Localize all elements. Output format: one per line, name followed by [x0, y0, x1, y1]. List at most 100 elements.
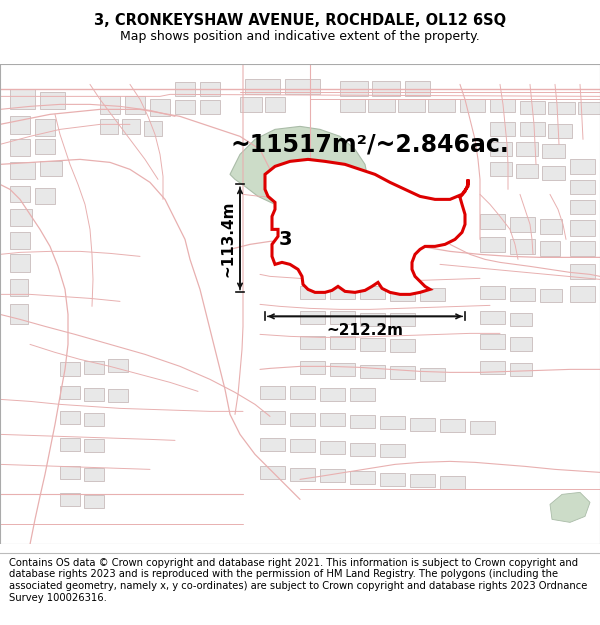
Polygon shape [480, 311, 505, 324]
Polygon shape [60, 466, 80, 479]
Polygon shape [550, 492, 590, 522]
Polygon shape [570, 286, 595, 302]
Polygon shape [60, 362, 80, 376]
Text: ~113.4m: ~113.4m [221, 200, 235, 277]
Polygon shape [10, 162, 35, 179]
Polygon shape [548, 124, 572, 138]
Polygon shape [510, 363, 532, 376]
Polygon shape [490, 162, 512, 176]
Polygon shape [260, 386, 285, 399]
Polygon shape [380, 444, 405, 458]
Polygon shape [510, 217, 535, 232]
Polygon shape [390, 313, 415, 326]
Polygon shape [540, 241, 560, 256]
Polygon shape [84, 388, 104, 401]
Polygon shape [490, 142, 512, 156]
Polygon shape [10, 209, 32, 226]
Polygon shape [460, 99, 485, 112]
Text: 3, CRONKEYSHAW AVENUE, ROCHDALE, OL12 6SQ: 3, CRONKEYSHAW AVENUE, ROCHDALE, OL12 6S… [94, 12, 506, 28]
Polygon shape [108, 389, 128, 402]
Polygon shape [35, 119, 55, 136]
Polygon shape [10, 254, 30, 272]
Polygon shape [428, 99, 455, 112]
Polygon shape [260, 411, 285, 424]
Polygon shape [360, 338, 385, 351]
Polygon shape [100, 119, 118, 134]
Polygon shape [390, 339, 415, 352]
Polygon shape [540, 289, 562, 302]
Polygon shape [320, 469, 345, 482]
Polygon shape [200, 82, 220, 96]
Polygon shape [265, 98, 285, 112]
Polygon shape [390, 366, 415, 379]
Polygon shape [350, 416, 375, 428]
Polygon shape [510, 239, 535, 254]
Polygon shape [340, 99, 365, 112]
Polygon shape [300, 286, 325, 299]
Polygon shape [84, 439, 104, 452]
Polygon shape [330, 336, 355, 349]
Polygon shape [542, 166, 565, 181]
Polygon shape [440, 476, 465, 489]
Polygon shape [330, 311, 355, 324]
Polygon shape [60, 438, 80, 451]
Polygon shape [260, 438, 285, 451]
Polygon shape [10, 279, 28, 296]
Text: ~212.2m: ~212.2m [326, 323, 404, 338]
Polygon shape [405, 81, 430, 96]
Polygon shape [290, 413, 315, 426]
Polygon shape [510, 313, 532, 326]
Polygon shape [330, 286, 355, 299]
Polygon shape [390, 288, 415, 301]
Polygon shape [570, 201, 595, 214]
Polygon shape [368, 99, 395, 112]
Polygon shape [245, 79, 280, 94]
Polygon shape [35, 139, 55, 154]
Polygon shape [290, 468, 315, 481]
Polygon shape [360, 286, 385, 299]
Polygon shape [10, 232, 30, 249]
Polygon shape [420, 368, 445, 381]
Polygon shape [122, 119, 140, 134]
Polygon shape [516, 142, 538, 156]
Polygon shape [350, 443, 375, 456]
Polygon shape [10, 139, 30, 156]
Polygon shape [470, 421, 495, 434]
Polygon shape [570, 241, 595, 256]
Polygon shape [480, 214, 505, 229]
Polygon shape [40, 92, 65, 109]
Polygon shape [490, 122, 515, 136]
Polygon shape [300, 311, 325, 324]
Polygon shape [100, 96, 120, 114]
Polygon shape [84, 361, 104, 374]
Polygon shape [360, 366, 385, 378]
Polygon shape [420, 288, 445, 301]
Polygon shape [570, 181, 595, 194]
Polygon shape [265, 159, 468, 294]
Polygon shape [516, 164, 538, 178]
Polygon shape [570, 159, 595, 174]
Polygon shape [144, 121, 162, 136]
Text: 3: 3 [278, 230, 292, 249]
Polygon shape [285, 79, 320, 94]
Polygon shape [510, 338, 532, 351]
Polygon shape [410, 418, 435, 431]
Polygon shape [260, 466, 285, 479]
Polygon shape [340, 81, 368, 96]
Polygon shape [490, 99, 515, 112]
Polygon shape [320, 413, 345, 426]
Polygon shape [372, 81, 400, 96]
Polygon shape [510, 288, 535, 301]
Polygon shape [360, 313, 385, 326]
Polygon shape [480, 286, 505, 299]
Polygon shape [380, 416, 405, 429]
Polygon shape [175, 82, 195, 96]
Text: Map shows position and indicative extent of the property.: Map shows position and indicative extent… [120, 30, 480, 43]
Polygon shape [10, 304, 28, 324]
Polygon shape [350, 388, 375, 401]
Polygon shape [520, 101, 545, 114]
Polygon shape [60, 411, 80, 424]
Polygon shape [10, 116, 30, 134]
Polygon shape [40, 161, 62, 176]
Polygon shape [330, 363, 355, 376]
